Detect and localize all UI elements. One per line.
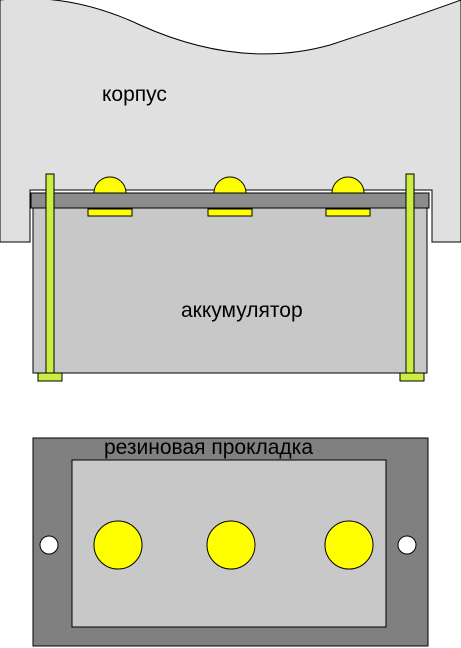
pin-left [37,173,63,382]
contact-plate [87,208,133,217]
pin-shaft [405,173,415,375]
mount-hole-right [397,535,417,555]
gasket-contact-2 [206,520,256,570]
contact-dome-icon [331,176,365,194]
battery-label: аккумулятор [181,299,303,322]
pin-shaft [45,173,55,375]
contact-3 [325,176,371,217]
gasket-contact-1 [93,520,143,570]
pin-base [37,372,63,382]
pin-right [399,173,425,382]
contact-plate [207,208,253,217]
gasket-contact-3 [324,520,374,570]
contact-1 [87,176,133,217]
contact-2 [207,176,253,217]
gasket-label: резиновая прокладка [104,436,313,459]
mount-hole-left [39,535,59,555]
contact-dome-icon [213,176,247,194]
battery-top-strip [30,192,430,209]
housing-label: корпус [102,83,167,106]
pin-base [399,372,425,382]
contact-dome-icon [93,176,127,194]
contact-plate [325,208,371,217]
battery-body [32,192,428,374]
